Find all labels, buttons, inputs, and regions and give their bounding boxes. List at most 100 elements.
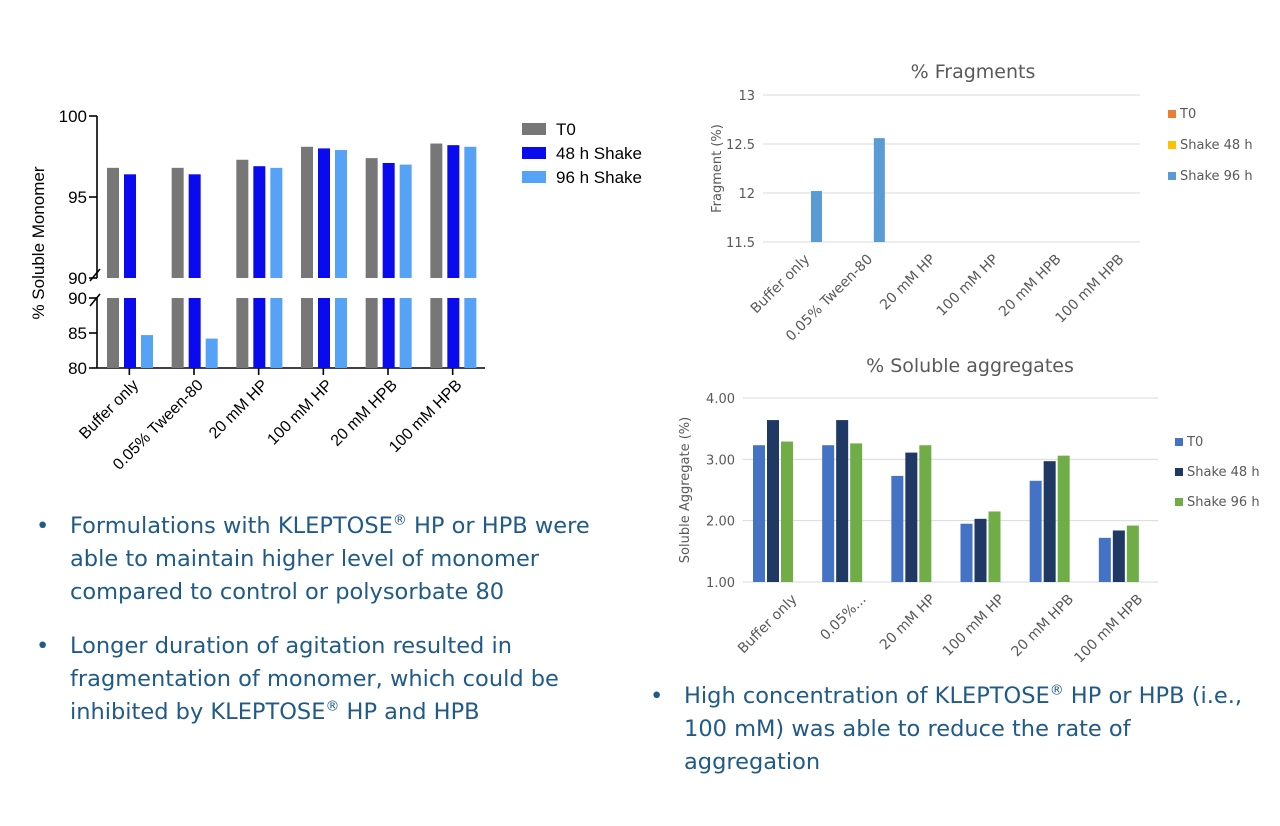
bullet-text: HP and HPB [339,699,480,725]
bullet-marker: • [36,513,50,539]
legend-label: 48 h Shake [556,144,642,163]
bar-t0-100-mm-hpb-lower [430,298,443,368]
x-tick-label: Buffer only [735,592,800,657]
legend-swatch-t0 [1168,110,1176,118]
y-axis-label: % Soluble Monomer [29,166,48,319]
bar-96-h-shake-20-mm-hpb [399,164,412,278]
bar-96-h-shake-0-05-tween-80 [205,338,218,368]
bar-t0-20-mm-hpb [1029,480,1042,582]
bar-shake-96-h-buffer-only [781,441,793,582]
bar-48-h-shake-20-mm-hpb [382,162,395,278]
x-tick-label: 20 mM HP [877,592,939,654]
bar-t0-0-05 [822,445,835,582]
bar-shake-96-h-20-mm-hpb [1057,455,1070,582]
bullet-text: HP or HPB were able to maintain higher l… [70,513,590,605]
bar-96-h-shake-buffer-only [141,335,153,368]
bar-shake-48-h-20-mm-hp [905,452,918,582]
bar-shake-96-h-0-05 [850,443,863,582]
bullet-item: • High concentration of KLEPTOSE® HP or H… [650,680,1250,779]
bullet-marker: • [650,683,664,709]
bar-shake-48-h-20-mm-hpb [1043,461,1056,582]
chart-title: % Soluble aggregates [866,355,1074,377]
bar-t0-100-mm-hpb [1098,537,1111,582]
legend-swatch-shake-96-h [1168,172,1176,180]
bar-48-h-shake-20-mm-hp [253,166,266,278]
bullet-item: • Longer duration of agitation resulted i… [36,630,636,729]
bar-t0-100-mm-hp [960,523,973,582]
legend-swatch-48-h-shake [522,147,546,159]
right-bullet-list: • High concentration of KLEPTOSE® HP or H… [650,680,1250,779]
x-tick-label: 20 mM HPB [1008,592,1077,661]
x-tick-label: Buffer only [748,252,813,317]
y-axis-label: Fragment (%) [710,124,725,213]
bar-48-h-shake-100-mm-hp-lower [318,298,330,368]
axis-break-mark [89,293,101,307]
x-tick-label: 20 mM HPB [328,377,401,450]
x-tick-label: 100 mM HP [264,377,336,449]
bar-t0-0-05-tween-80-lower [171,298,184,368]
x-tick-label: 0.05%... [817,592,869,644]
bar-shake-48-h-100-mm-hpb [1112,530,1125,582]
bar-48-h-shake-100-mm-hpb [447,145,460,278]
y-tick-label: 90 [68,289,87,308]
bar-96-h-shake-100-mm-hp [335,150,347,278]
legend-label: T0 [1179,107,1196,122]
bar-t0-100-mm-hp [301,146,313,278]
bar-t0-20-mm-hpb-lower [365,298,378,368]
bullet-item: • Formulations with KLEPTOSE® HP or HPB w… [36,510,636,609]
y-tick-label: 13 [738,89,755,104]
bar-96-h-shake-100-mm-hpb [464,146,477,278]
fragments-chart: % Fragments 13 12.5 12 11.5 Fragment (%) Buffe… [710,61,1253,345]
bar-shake-96-h-100-mm-hp [988,511,1001,582]
bar-shake-96-h-100-mm-hpb [1126,525,1139,582]
legend-label: Shake 96 h [1180,169,1253,184]
bar-shake-48-h-100-mm-hp [974,518,987,582]
legend-swatch-t0 [522,123,546,135]
bar-t0-20-mm-hpb [365,158,378,278]
bar-t0-100-mm-hp-lower [301,298,313,368]
registered-mark: ® [325,698,340,715]
bar-48-h-shake-buffer-only-lower [124,298,136,368]
bar-t0-20-mm-hp-lower [236,298,249,368]
axis-break-mark [89,268,101,282]
bullet-text: Longer duration of agitation resulted in… [70,633,559,725]
bar-shake-48-h-0-05 [836,420,849,582]
bar-96-h-shake-20-mm-hp-lower [270,298,283,368]
legend-label: Shake 48 h [1180,138,1253,153]
legend-label: 96 h Shake [556,168,642,187]
bullet-text: HP or HPB (i.e., 100 mM) was able to red… [684,683,1243,775]
y-tick-label: 80 [68,359,87,378]
y-tick-label: 1.00 [706,576,735,591]
y-tick-label: 4.00 [706,392,735,407]
bar-t0-buffer-only-lower [107,298,119,368]
y-tick-label: 11.5 [726,236,755,251]
left-bullet-list: • Formulations with KLEPTOSE® HP or HPB w… [36,510,636,729]
bar-t0-20-mm-hp [891,475,904,582]
legend-swatch-shake-96-h [1175,498,1183,506]
bar-shake-48-h-buffer-only [767,420,779,582]
bullet-marker: • [36,633,50,659]
legend-label: T0 [1186,435,1203,450]
x-tick-label: 100 mM HP [934,252,1002,320]
x-tick-label: 20 mM HP [206,377,271,442]
y-tick-label: 100 [59,107,87,126]
legend-swatch-shake-48-h [1175,468,1183,476]
soluble-aggregates-chart: % Soluble aggregates 4.00 3.00 2.00 1.00 Solu… [678,355,1260,667]
x-tick-label: 100 mM HPB [1071,592,1146,667]
bar-t0-20-mm-hp [236,159,249,278]
x-tick-label: 100 mM HP [940,592,1008,660]
bar-shake-96-h-0-05-tween-80 [873,138,885,242]
x-tick-label: 20 mM HP [877,252,939,314]
y-tick-label: 12 [738,187,755,202]
legend-swatch-shake-48-h [1168,141,1176,149]
y-tick-label: 3.00 [706,453,735,468]
legend-label: T0 [556,120,576,139]
bar-t0-100-mm-hpb [430,143,443,278]
y-tick-label: 12.5 [726,138,755,153]
y-axis-label: Soluble Aggregate (%) [678,417,693,563]
legend-label: Shake 96 h [1187,495,1260,510]
chart-title: % Fragments [911,61,1036,83]
bar-48-h-shake-100-mm-hp [318,148,330,278]
bar-48-h-shake-20-mm-hp-lower [253,298,266,368]
